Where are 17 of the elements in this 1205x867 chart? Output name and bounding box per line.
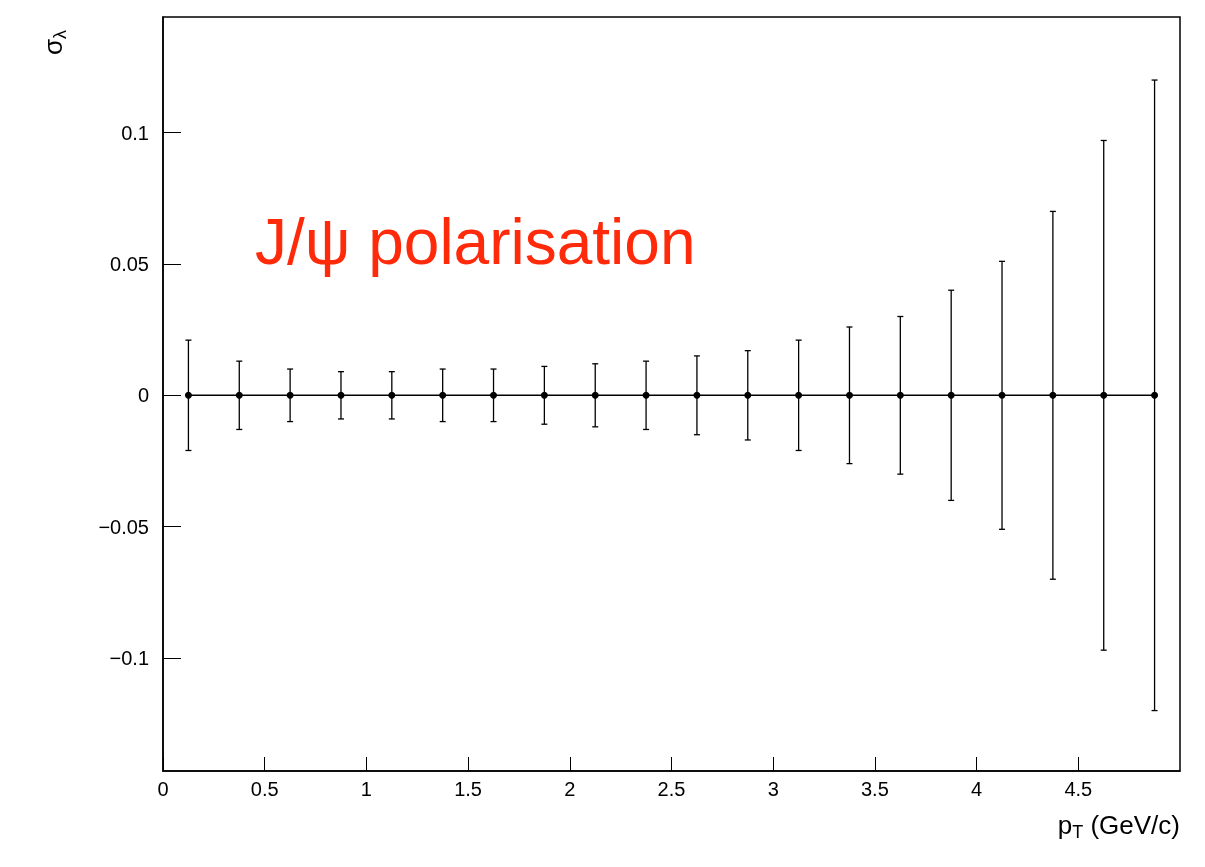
y-tick-label: 0.05 (110, 252, 149, 275)
x-tick-label: 2 (564, 778, 576, 800)
y-axis-title: σλ (38, 30, 70, 56)
x-tick-label: 4.5 (1064, 778, 1093, 800)
x-tick-label: 4 (971, 778, 983, 800)
x-tick-label: 0 (157, 778, 169, 800)
x-tick-label: 3 (767, 778, 779, 800)
y-tick-label: −0.05 (98, 515, 149, 538)
x-tick-label: 0.5 (250, 778, 279, 800)
y-tick-label: −0.1 (109, 647, 149, 670)
x-tick-label: 1 (360, 778, 372, 800)
y-tick-label: 0 (137, 384, 149, 407)
annotation: J/ψ polarisation (255, 206, 696, 278)
x-tick-label: 1.5 (454, 778, 483, 800)
x-tick-label: 3.5 (860, 778, 889, 800)
y-tick-label: 0.1 (121, 121, 149, 144)
x-tick-label: 2.5 (657, 778, 686, 800)
